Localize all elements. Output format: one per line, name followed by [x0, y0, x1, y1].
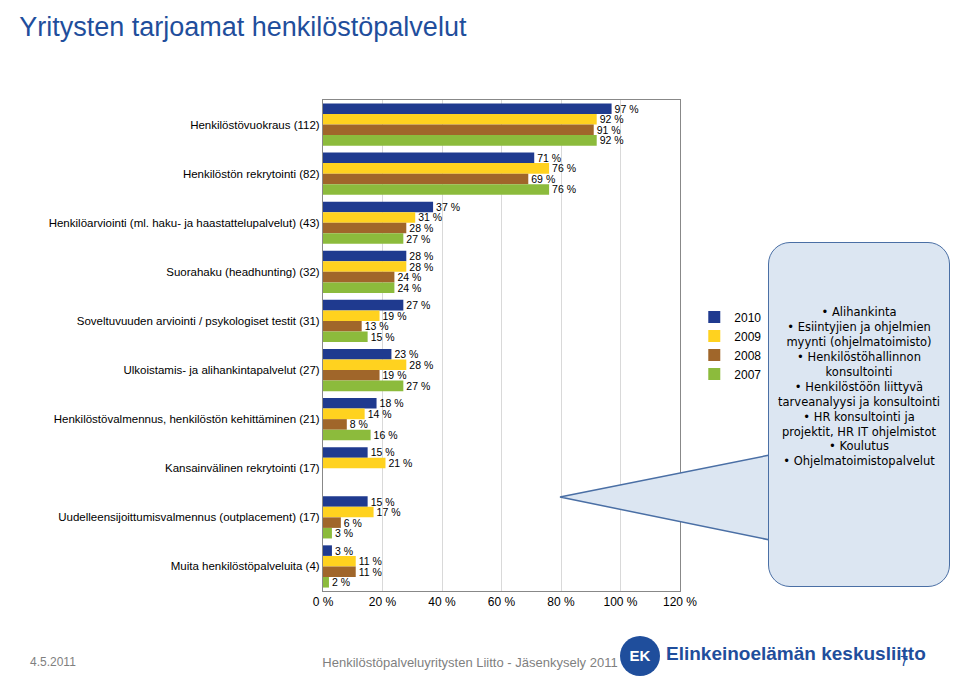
svg-text:69 %: 69 % — [531, 173, 555, 185]
html-text:4.5.2011: 4.5.2011 — [30, 655, 76, 669]
svg-text:24 %: 24 % — [397, 271, 421, 283]
svg-text:27 %: 27 % — [406, 299, 430, 311]
html-text:Henkilöstöhallinnon konsultoin: Henkilöstöhallinnon konsultointi — [807, 349, 921, 379]
svg-text:Uudelleensijoittumisvalmennus: Uudelleensijoittumisvalmennus (outplacem… — [58, 511, 320, 523]
svg-text:91 %: 91 % — [597, 124, 621, 136]
svg-text:Yritysten tarjoamat henkilöstö: Yritysten tarjoamat henkilöstöpalvelut — [19, 12, 467, 42]
html-text:Alihankinta: Alihankinta — [831, 305, 897, 319]
svg-text:60 %: 60 % — [488, 595, 516, 609]
svg-text:6 %: 6 % — [344, 517, 362, 529]
svg-text:2009: 2009 — [734, 330, 761, 344]
svg-text:2008: 2008 — [734, 349, 761, 363]
svg-text:11 %: 11 % — [359, 566, 382, 578]
svg-text:20 %: 20 % — [369, 595, 397, 609]
html-text:Ohjelmatoimistopalvelut: Ohjelmatoimistopalvelut — [793, 454, 935, 469]
svg-text:92 %: 92 % — [600, 134, 624, 146]
html-text:Koulutus: Koulutus — [839, 439, 889, 454]
html-text:7: 7 — [900, 652, 909, 669]
svg-text:18 %: 18 % — [380, 397, 404, 409]
svg-text:Henkilöarviointi (ml. haku- ja: Henkilöarviointi (ml. haku- ja haastatte… — [49, 217, 320, 229]
svg-text:27 %: 27 % — [406, 233, 430, 245]
svg-text:19 %: 19 % — [383, 310, 407, 322]
svg-text:13 %: 13 % — [365, 320, 389, 332]
svg-text:76 %: 76 % — [552, 162, 576, 174]
svg-text:Soveltuvuuden arviointi / psyk: Soveltuvuuden arviointi / psykologiset t… — [77, 315, 320, 327]
svg-text:80 %: 80 % — [547, 595, 575, 609]
html-text:Esiintyjien ja ohjelmien myynt: Esiintyjien ja ohjelmien myynti (ohjelma… — [786, 319, 932, 349]
svg-text:40 %: 40 % — [428, 595, 456, 609]
svg-text:2010: 2010 — [734, 311, 761, 325]
svg-text:15 %: 15 % — [371, 446, 395, 458]
svg-text:28 %: 28 % — [409, 222, 433, 234]
svg-text:120 %: 120 % — [663, 595, 697, 609]
svg-text:Henkilöstövuokraus (112): Henkilöstövuokraus (112) — [190, 119, 320, 131]
svg-text:11 %: 11 % — [359, 555, 382, 567]
svg-text:15 %: 15 % — [371, 496, 395, 508]
svg-text:Suorahaku (headhunting) (32): Suorahaku (headhunting) (32) — [166, 266, 320, 278]
svg-text:21 %: 21 % — [388, 457, 412, 469]
svg-text:3 %: 3 % — [335, 527, 353, 539]
svg-text:Henkilöstön rekrytointi (82): Henkilöstön rekrytointi (82) — [183, 168, 320, 180]
svg-text:19 %: 19 % — [383, 369, 407, 381]
svg-text:31 %: 31 % — [418, 211, 442, 223]
svg-text:2 %: 2 % — [332, 576, 350, 588]
svg-text:28 %: 28 % — [409, 250, 433, 262]
svg-text:8 %: 8 % — [350, 418, 368, 430]
html-text:Henkilöstöön liittyvä tarveana: Henkilöstöön liittyvä tarveanalyysi ja k… — [778, 379, 940, 409]
html-text:EK: EK — [629, 647, 651, 664]
svg-text:16 %: 16 % — [374, 429, 398, 441]
html-text:Elinkeinoelämän keskusliitto: Elinkeinoelämän keskusliitto — [666, 643, 926, 664]
svg-text:28 %: 28 % — [409, 261, 433, 273]
svg-text:3 %: 3 % — [335, 545, 353, 557]
svg-text:100 %: 100 % — [603, 595, 637, 609]
svg-text:14 %: 14 % — [368, 408, 392, 420]
svg-text:Muita henkilöstöpalveluita (4): Muita henkilöstöpalveluita (4) — [171, 560, 320, 572]
svg-text:Henkilöstövalmennus, henkilöst: Henkilöstövalmennus, henkilöstön kehittä… — [54, 413, 320, 425]
svg-text:92 %: 92 % — [600, 113, 624, 125]
svg-text:0 %: 0 % — [313, 595, 334, 609]
svg-text:Kansainvälinen rekrytointi (17: Kansainvälinen rekrytointi (17) — [165, 462, 320, 474]
svg-text:15 %: 15 % — [371, 331, 395, 343]
html-text:Henkilöstöpalveluyritysten Lii: Henkilöstöpalveluyritysten Liitto - Jäse… — [322, 655, 618, 670]
svg-text:17 %: 17 % — [377, 506, 401, 518]
svg-text:76 %: 76 % — [552, 183, 576, 195]
svg-text:23 %: 23 % — [394, 348, 418, 360]
svg-text:28 %: 28 % — [409, 359, 433, 371]
svg-text:37 %: 37 % — [436, 201, 460, 213]
svg-text:24 %: 24 % — [397, 282, 421, 294]
svg-text:Ulkoistamis- ja alihankintapal: Ulkoistamis- ja alihankintapalvelut (27) — [123, 364, 319, 376]
svg-text:71 %: 71 % — [537, 152, 561, 164]
html-text:HR konsultointi ja projektit,: HR konsultointi ja projektit, HR IT ohje… — [782, 409, 936, 439]
svg-text:2007: 2007 — [734, 368, 761, 382]
svg-text:27 %: 27 % — [406, 380, 430, 392]
svg-text:97 %: 97 % — [615, 103, 639, 115]
